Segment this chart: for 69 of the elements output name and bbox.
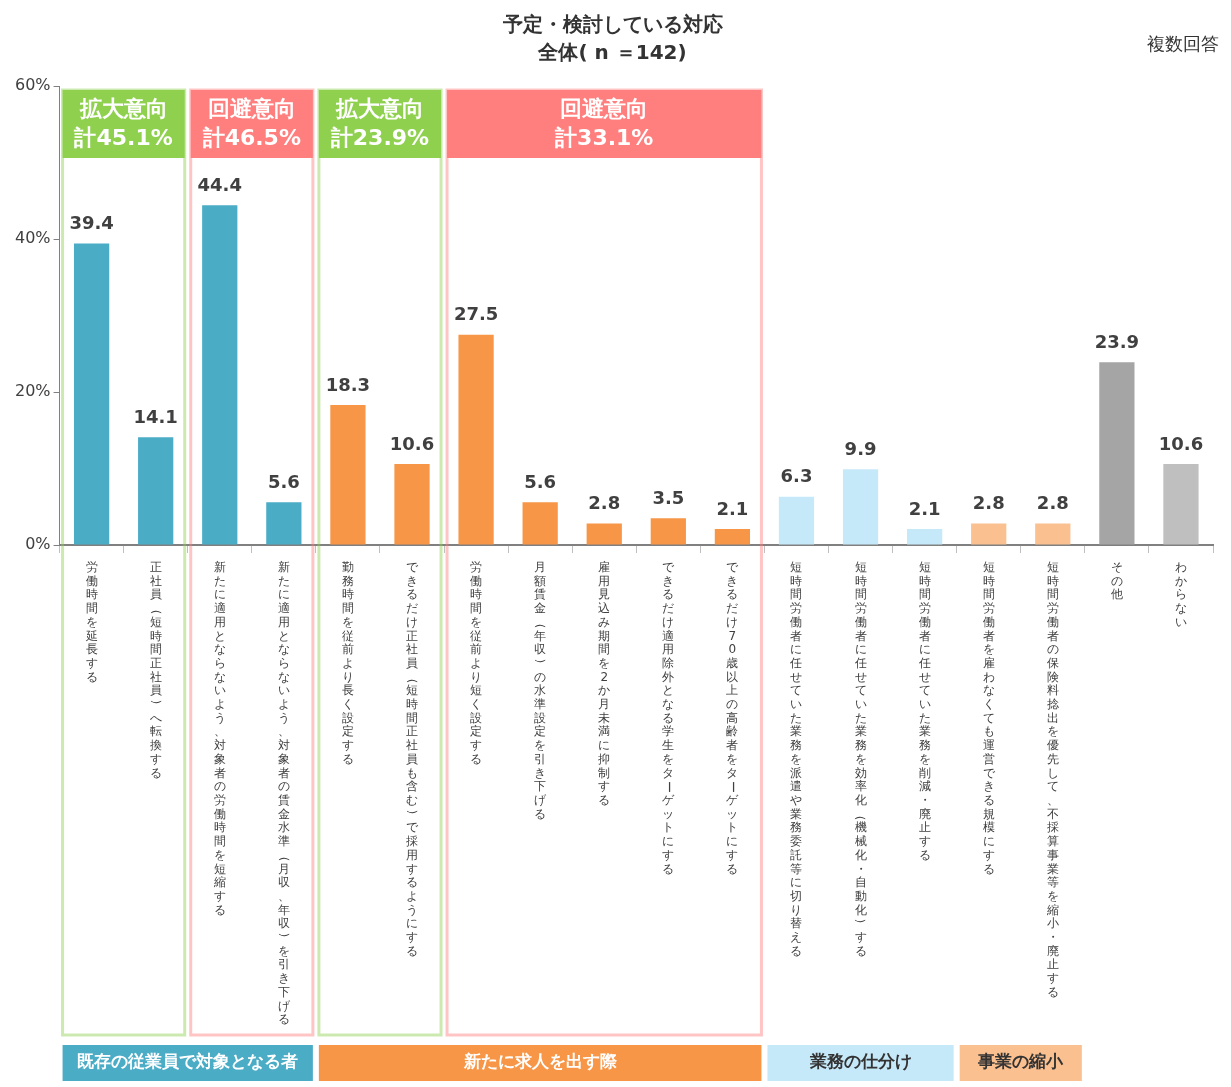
bar [907,528,943,545]
bar [971,523,1007,545]
data-label: 14.1 [133,405,178,427]
category-label: 勤務時間を従前より長く設定する [341,559,354,766]
data-label: 23.9 [1094,330,1140,352]
x-tick-label: その他 [1110,559,1123,602]
data-label: 2.8 [972,492,1005,514]
bar [394,463,430,545]
chart-subtitle: 全体( n ＝142) [537,40,687,65]
chart-title: 予定・検討している対応 [501,12,723,37]
band-label: 拡大意向計23.9% [329,95,430,150]
bar [330,405,366,545]
category-label: 雇用見込み期間を2か月未満に抑制する [598,559,611,807]
band-label: 回避意向計33.1% [554,95,654,150]
data-label: 18.3 [325,373,371,395]
data-label: 2.8 [1036,492,1069,514]
bar [714,528,751,545]
category-label: できるだけ正社員（短時間正社員も含む）で採用するようにする [405,559,420,958]
bar [1163,463,1199,545]
category-label: できるだけ適用除外となる学生をターゲットにする [662,559,677,876]
data-label: 27.5 [453,303,499,325]
text: 既存の従業員で対象となる者 [77,1051,299,1072]
y-tick-label: 40% [15,228,51,248]
data-label: 5.6 [267,470,300,492]
x-tick-label: わからない [1174,559,1187,629]
bar [138,437,174,545]
category-label: 短時間労働者に任せていた業務を削減・廃止する [918,559,931,862]
category-label: 短時間労働者に任せていた業務を効率化（機械化・自動化）する [854,559,869,958]
data-label: 5.6 [524,470,557,492]
bar [458,334,494,545]
data-label: 6.3 [780,465,813,487]
text: 複数回答 [1147,32,1219,54]
category-label: 新たに適用とならないよう、対象者の賃金水準（月収、年収）を引き下げる [277,559,292,1027]
category-label: できるだけ70歳以上の高齢者をターゲットにする [726,559,741,876]
data-label: 9.9 [844,437,877,459]
data-label: 2.8 [588,492,621,514]
category-label: 正社員（短時間正社員）へ転換する [149,559,164,780]
y-tick-label: 0% [25,534,51,554]
text: 事業の縮小 [977,1051,1065,1072]
data-label: 10.6 [1158,432,1204,454]
data-label: 39.4 [69,212,114,234]
category-label: 新たに適用とならないよう、対象者の労働時間を短縮する [213,559,226,917]
y-tick-label: 20% [15,381,51,401]
bar [1035,523,1071,545]
text: 業務の仕分け [808,1051,912,1072]
category-label: 月額賃金（年収）の水準設定を引き下げる [534,559,549,821]
band-label: 拡大意向計45.1% [73,95,173,150]
bar [202,205,238,545]
category-label: 労働時間を従前より短く設定する [470,559,483,766]
data-label: 10.6 [389,432,435,454]
bar [1099,362,1135,545]
bar [586,523,622,545]
band-label: 回避意向計46.5% [201,95,301,150]
data-label: 3.5 [652,486,685,508]
data-label: 44.4 [197,174,242,196]
bar [842,469,879,545]
data-label: 2.1 [908,497,941,519]
bar [522,502,558,545]
bar [266,502,302,545]
bar [73,243,110,545]
category-label: 短時間労働者の保険料捻出を優先して、不採算事業等を縮小・廃止する [1046,559,1059,999]
bar [650,518,686,545]
bar [778,496,815,545]
category-label: 労働時間を延長する [85,559,98,684]
y-tick-label: 60% [15,75,51,95]
category-label: 短時間労働者を雇わなくても運営できる規模にする [982,559,995,876]
text: 新たに求人を出す際 [462,1051,618,1072]
data-label: 2.1 [716,497,749,519]
category-label: 短時間労働者に任せていた業務を派遣や業務委託等に切り替える [790,559,803,958]
